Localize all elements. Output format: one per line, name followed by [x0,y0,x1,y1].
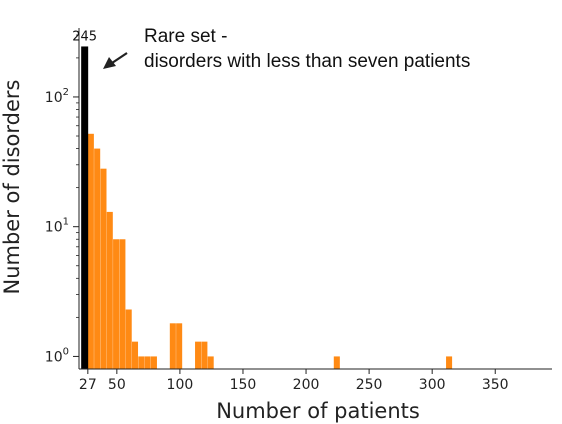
bar-15 [207,356,214,369]
bar-13 [195,341,202,369]
bar-8 [138,356,145,369]
bar-11 [169,323,176,369]
x-tick-label: 250 [356,377,383,393]
x-tick-label: 300 [419,377,446,393]
y-tick-label: 101 [45,217,69,236]
x-tick-label: 150 [230,377,257,393]
bar-9 [144,356,151,369]
rare-bar-label: 245 [72,29,97,44]
annotation-line-2: disorders with less than seven patients [144,51,470,72]
bar-14 [201,341,208,369]
y-tick-label: 102 [45,87,69,106]
axes-layer [78,28,552,370]
bar-16 [333,356,340,369]
x-tick-label: 100 [167,377,194,393]
annotation: Rare set - disorders with less than seve… [103,26,470,72]
y-ticks: 100 101 102 [45,34,79,365]
bars-layer [81,46,453,369]
annotation-line-1: Rare set - [144,26,227,47]
rare-set-bar [81,46,89,369]
bar-1 [94,148,101,369]
annotation-arrow-icon [103,52,128,69]
bar-7 [131,341,139,369]
bar-6 [125,309,132,369]
x-ticks: 27 50 100 150 200 250 300 350 [79,369,509,393]
bar-0 [87,133,94,369]
bar-5 [119,239,126,369]
x-tick-label: 350 [482,377,509,393]
y-tick-label: 100 [45,346,69,365]
y-axis-title: Number of disorders [0,80,24,295]
bar-17 [446,356,453,369]
x-axis-title: Number of patients [216,399,420,423]
x-tick-label: 27 [79,377,97,393]
bar-12 [176,323,183,369]
x-tick-label: 50 [108,377,126,393]
bar-3 [106,211,113,369]
x-tick-label: 200 [293,377,320,393]
bar-2 [100,168,107,369]
bar-4 [113,239,120,369]
bar-10 [150,356,157,369]
